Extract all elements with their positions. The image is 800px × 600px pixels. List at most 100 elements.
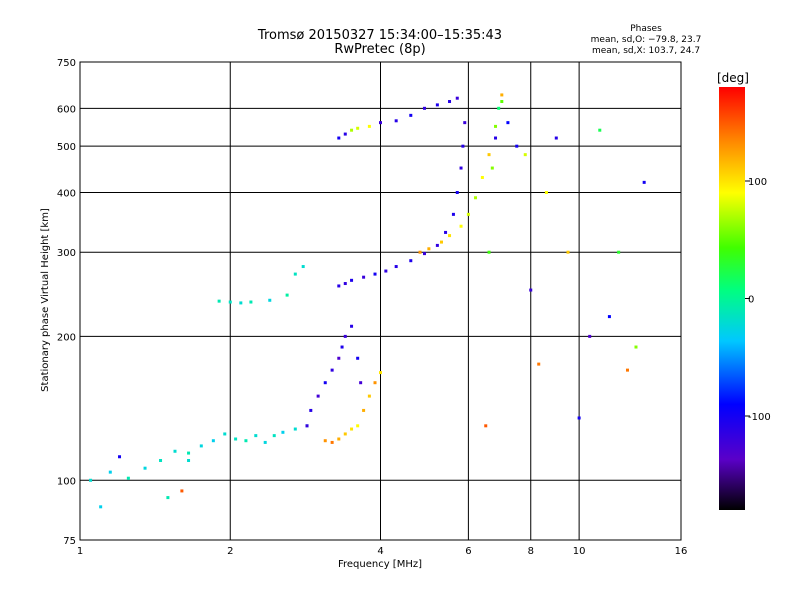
data-point — [228, 300, 232, 304]
data-point — [566, 250, 570, 254]
data-point — [234, 437, 238, 441]
x-tick-label: 1 — [77, 546, 83, 557]
data-point — [484, 424, 488, 428]
data-point — [350, 128, 354, 132]
data-point — [459, 166, 463, 170]
data-point — [523, 153, 527, 157]
y-tick-label: 750 — [57, 58, 76, 69]
data-point — [211, 439, 215, 443]
data-point — [455, 96, 459, 100]
data-point — [350, 324, 354, 328]
data-point — [249, 300, 253, 304]
data-point — [166, 496, 170, 500]
data-point — [356, 424, 360, 428]
data-point — [497, 106, 501, 110]
x-tick-label: 10 — [573, 546, 586, 557]
data-point — [379, 121, 382, 125]
x-tick-label: 4 — [377, 546, 383, 557]
data-point — [340, 345, 344, 349]
data-point — [373, 381, 377, 385]
data-point — [451, 212, 455, 216]
data-point — [143, 466, 147, 470]
data-point — [506, 121, 510, 125]
data-point — [180, 489, 184, 493]
data-point — [480, 175, 484, 179]
data-point — [343, 334, 347, 338]
data-point — [330, 368, 334, 372]
data-point — [642, 180, 646, 184]
phases-mean-x: mean, sd,X: 103.7, 24.7 — [592, 46, 700, 56]
data-point — [323, 381, 327, 385]
data-point — [126, 476, 130, 480]
data-point — [461, 144, 465, 148]
y-tick-label: 300 — [57, 248, 76, 259]
data-point — [537, 362, 541, 366]
phases-mean-o: mean, sd,O: −79.8, 23.7 — [591, 35, 702, 45]
data-point — [268, 298, 272, 302]
y-tick-label: 500 — [57, 142, 76, 153]
data-point — [466, 212, 470, 216]
x-axis-label: Frequency [MHz] — [338, 559, 422, 570]
data-point — [459, 224, 463, 228]
data-point — [343, 132, 347, 136]
data-point — [544, 190, 548, 194]
data-point — [367, 124, 371, 128]
data-point — [463, 121, 467, 125]
data-point — [356, 126, 360, 130]
data-point — [444, 230, 448, 234]
data-point — [455, 190, 459, 194]
colorbar-tick-label: 100 — [748, 177, 767, 188]
colorbar — [719, 87, 745, 510]
data-point — [108, 470, 112, 474]
colorbar-ticks: 100 0 -100 — [745, 177, 771, 423]
data-point — [159, 458, 163, 462]
data-point — [625, 368, 629, 372]
data-point — [607, 315, 611, 319]
data-point — [487, 153, 491, 157]
data-point — [337, 437, 341, 441]
data-point — [350, 427, 354, 431]
data-point — [359, 381, 363, 385]
data-point — [217, 299, 221, 303]
data-point — [337, 284, 341, 288]
data-point — [500, 100, 504, 104]
data-point — [362, 275, 366, 279]
chart-subtitle: RwPretec (8p) — [334, 42, 425, 57]
grid-lines — [80, 62, 681, 540]
data-point — [435, 103, 439, 107]
data-point — [367, 394, 371, 398]
colorbar-tick-label: 0 — [748, 295, 754, 306]
data-point — [254, 434, 258, 438]
data-point — [337, 136, 341, 140]
data-point — [309, 408, 313, 412]
data-point — [427, 247, 431, 251]
data-point — [394, 265, 398, 269]
axis-ticks: 1 2 4 6 8 10 16 75 100 200 300 400 500 600 750 — [57, 58, 687, 557]
y-tick-label: 400 — [57, 188, 76, 199]
data-point — [529, 288, 533, 292]
data-point — [494, 136, 498, 140]
data-point — [293, 272, 297, 276]
data-point — [223, 432, 227, 436]
data-point — [409, 259, 413, 263]
phases-heading: Phases — [630, 24, 662, 34]
data-point — [301, 265, 305, 269]
data-point — [272, 434, 276, 438]
y-tick-label: 600 — [57, 104, 76, 115]
y-tick-label: 100 — [57, 476, 76, 487]
data-point — [343, 432, 347, 436]
y-axis-label: Stationary phase Virtual Height [km] — [40, 208, 51, 392]
data-point — [435, 243, 439, 247]
data-point — [281, 430, 285, 434]
data-point — [173, 449, 177, 453]
x-tick-label: 8 — [528, 546, 534, 557]
y-tick-label: 75 — [63, 536, 76, 547]
data-point — [473, 196, 477, 200]
data-point — [199, 444, 203, 448]
data-point — [500, 93, 504, 97]
data-point — [634, 345, 638, 349]
data-point — [239, 301, 243, 305]
data-point — [323, 439, 327, 443]
data-point — [490, 166, 494, 170]
data-points — [89, 93, 646, 509]
